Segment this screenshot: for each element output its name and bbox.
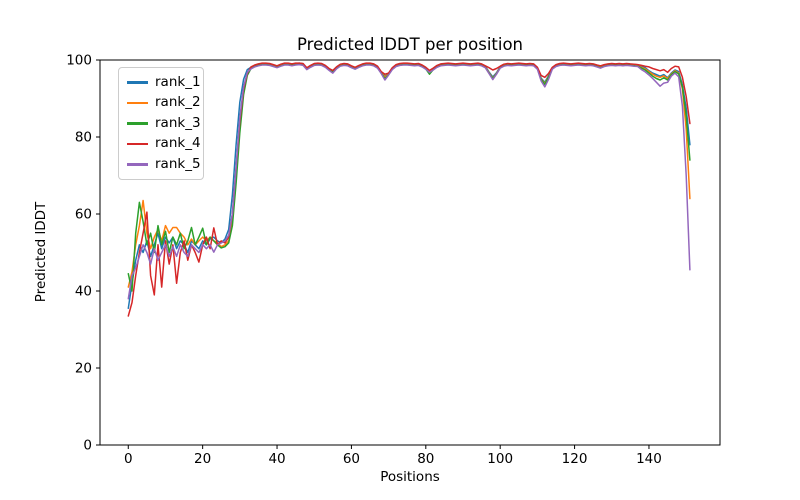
legend-entry-rank_4: rank_4 xyxy=(119,134,203,155)
series-line-rank_1 xyxy=(127,62,691,310)
axes-frame xyxy=(99,59,721,446)
y-tick-label: 40 xyxy=(75,284,92,300)
x-tick-label: 120 xyxy=(562,451,588,467)
y-tick-label: 100 xyxy=(66,53,92,69)
legend-entry-rank_5: rank_5 xyxy=(119,154,203,175)
chart-title: Predicted lDDT per position xyxy=(297,35,523,54)
series-line-rank_4 xyxy=(127,62,691,317)
x-axis-label: Positions xyxy=(380,469,440,485)
legend-box: rank_1 rank_2 rank_3 rank_4 rank_5 xyxy=(118,67,204,180)
legend-swatch-rank_3 xyxy=(127,122,148,125)
x-tick-label: 80 xyxy=(417,451,434,467)
legend-label-rank_3: rank_3 xyxy=(155,114,201,131)
legend-label-rank_1: rank_1 xyxy=(155,73,201,90)
legend-swatch-rank_2 xyxy=(127,101,148,104)
x-tick-label: 20 xyxy=(194,451,211,467)
x-tick-label: 40 xyxy=(268,451,285,467)
x-tick-label: 140 xyxy=(636,451,662,467)
x-tick-label: 60 xyxy=(343,451,360,467)
legend-swatch-rank_5 xyxy=(127,163,148,166)
x-tick-label: 0 xyxy=(124,451,133,467)
y-axis-label: Predicted lDDT xyxy=(33,201,49,302)
legend-label-rank_4: rank_4 xyxy=(155,135,201,151)
legend-entry-rank_2: rank_2 xyxy=(119,93,203,114)
y-tick-label: 80 xyxy=(75,130,92,146)
legend-swatch-rank_4 xyxy=(127,142,148,145)
legend-entry-rank_3: rank_3 xyxy=(119,113,203,134)
legend-entry-rank_1: rank_1 xyxy=(119,72,203,93)
y-tick-label: 0 xyxy=(83,438,92,454)
series-line-rank_3 xyxy=(127,63,691,292)
legend-label-rank_5: rank_5 xyxy=(155,155,201,172)
series-layer xyxy=(127,62,691,317)
series-line-rank_2 xyxy=(127,63,691,288)
legend-swatch-rank_1 xyxy=(127,81,148,84)
series-line-rank_5 xyxy=(127,63,691,300)
y-tick-label: 20 xyxy=(75,361,92,377)
axes-layer: 0 20 40 60 80 100 120 140 0 20 40 60 80 100 xyxy=(66,53,721,467)
legend-label-rank_2: rank_2 xyxy=(155,94,201,110)
x-tick-label: 100 xyxy=(487,451,513,467)
y-tick-label: 60 xyxy=(75,207,92,223)
